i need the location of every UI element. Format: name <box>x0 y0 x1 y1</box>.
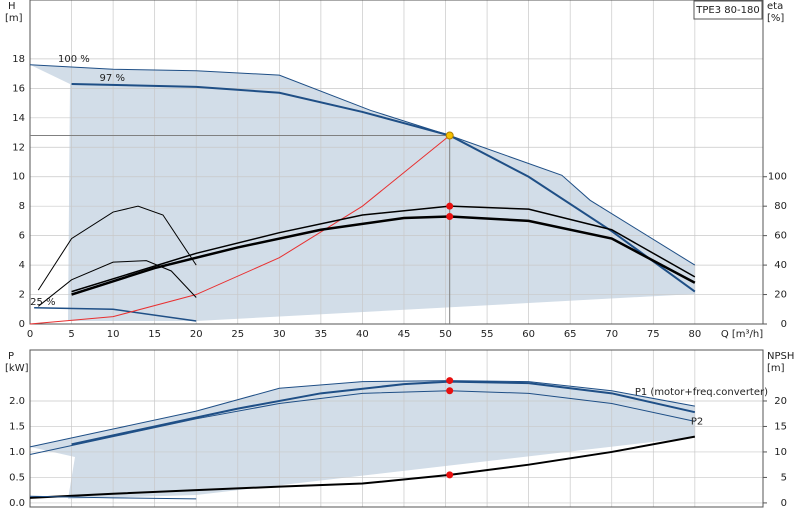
curve <box>37 205 197 291</box>
y-tick-label: 14 <box>12 113 25 124</box>
x-tick-label: 20 <box>190 329 203 340</box>
y-tick-label: 0.5 <box>9 472 25 483</box>
y2-tick-label: 15 <box>774 421 787 432</box>
curve <box>71 205 696 293</box>
x-tick-label: 5 <box>68 329 74 340</box>
curve <box>29 135 451 325</box>
y-tick-label: 0.0 <box>9 498 25 509</box>
y-tick-label: 6 <box>19 231 25 242</box>
operating-point <box>446 471 454 479</box>
y-tick-label: 2 <box>19 290 25 301</box>
x-tick-label: 0 <box>27 329 33 340</box>
x-tick-label: 80 <box>688 329 701 340</box>
label-box <box>693 0 763 20</box>
y2-axis-label: eta <box>767 1 783 12</box>
x-axis-label: Q [m³/h] <box>721 329 763 340</box>
y2-tick-label: 5 <box>781 472 787 483</box>
curve <box>29 495 197 500</box>
x-tick-label: 25 <box>231 329 244 340</box>
curve <box>71 380 696 446</box>
y-axis-unit: [kW] <box>5 363 29 374</box>
y2-tick-label: 100 <box>768 172 787 183</box>
operating-point <box>446 212 454 220</box>
y-tick-label: 8 <box>19 201 25 212</box>
y-tick-label: 16 <box>12 83 25 94</box>
x-tick-label: 55 <box>481 329 494 340</box>
y2-tick-label: 40 <box>774 260 787 271</box>
operating-point <box>446 377 454 385</box>
y-tick-label: 2.0 <box>9 396 25 407</box>
curve-label: P2 <box>691 416 703 427</box>
y-tick-label: 1.5 <box>9 421 25 432</box>
y-tick-label: 0 <box>19 319 25 330</box>
curve <box>71 215 696 296</box>
operating-point <box>445 131 454 140</box>
curve-label: 100 % <box>58 54 90 65</box>
x-tick-label: 35 <box>315 329 328 340</box>
y-axis-label: H <box>8 1 16 12</box>
curve <box>37 260 197 307</box>
curve-label: 97 % <box>100 73 125 84</box>
operating-point <box>446 202 454 210</box>
curve <box>29 64 696 266</box>
y2-tick-label: 80 <box>774 201 787 212</box>
y-tick-label: 4 <box>19 260 25 271</box>
y2-tick-label: 0 <box>781 319 787 330</box>
curve <box>71 82 696 293</box>
y-axis-unit: [m] <box>5 13 23 24</box>
x-tick-label: 70 <box>605 329 618 340</box>
curve <box>29 435 696 499</box>
x-tick-label: 60 <box>522 329 535 340</box>
x-tick-label: 15 <box>148 329 161 340</box>
x-tick-label: 65 <box>564 329 577 340</box>
y2-tick-label: 10 <box>774 447 787 458</box>
y-tick-label: 1.0 <box>9 447 25 458</box>
curve-label: P1 (motor+freq.converter) <box>635 387 768 398</box>
curve <box>29 390 695 455</box>
x-tick-label: 75 <box>647 329 660 340</box>
x-tick-label: 50 <box>439 329 452 340</box>
y2-tick-label: 0 <box>781 498 787 509</box>
x-tick-label: 45 <box>398 329 411 340</box>
plot-frame <box>29 349 764 508</box>
y2-axis-unit: [%] <box>767 13 784 24</box>
x-tick-label: 30 <box>273 329 286 340</box>
y-axis-label: P <box>8 351 14 362</box>
x-tick-label: 40 <box>356 329 369 340</box>
curve <box>29 380 695 448</box>
pump-label: TPE3 80-180 <box>695 5 759 16</box>
curve <box>34 307 197 322</box>
y-tick-label: 18 <box>12 54 25 65</box>
y2-tick-label: 20 <box>774 396 787 407</box>
y-tick-label: 10 <box>12 172 25 183</box>
y2-tick-label: 60 <box>774 231 787 242</box>
plot-frame <box>29 0 764 325</box>
y2-tick-label: 20 <box>774 290 787 301</box>
y2-axis-label: NPSH <box>767 351 794 362</box>
operating-point <box>446 387 454 395</box>
y2-axis-unit: [m] <box>767 363 785 374</box>
y-tick-label: 12 <box>12 142 25 153</box>
x-tick-label: 10 <box>107 329 120 340</box>
